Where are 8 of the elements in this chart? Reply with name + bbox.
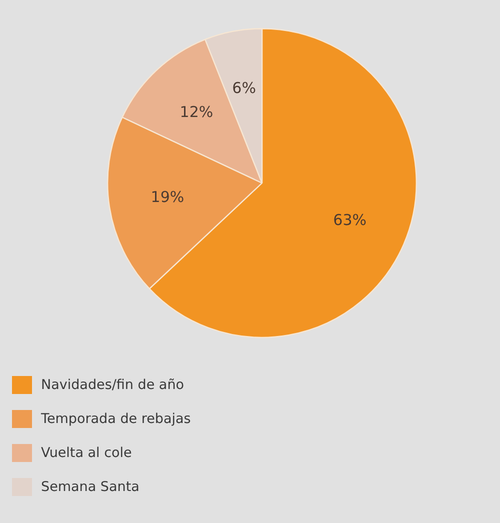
data-label: 63%: [333, 210, 367, 229]
legend-label: Semana Santa: [41, 479, 140, 495]
data-label: 12%: [180, 103, 214, 122]
data-label: 19%: [150, 188, 184, 206]
legend-label: Vuelta al cole: [41, 445, 132, 461]
data-label: 6%: [232, 78, 256, 97]
legend-label: Navidades/fin de año: [41, 377, 184, 393]
legend-label: Temporada de rebajas: [41, 411, 191, 427]
